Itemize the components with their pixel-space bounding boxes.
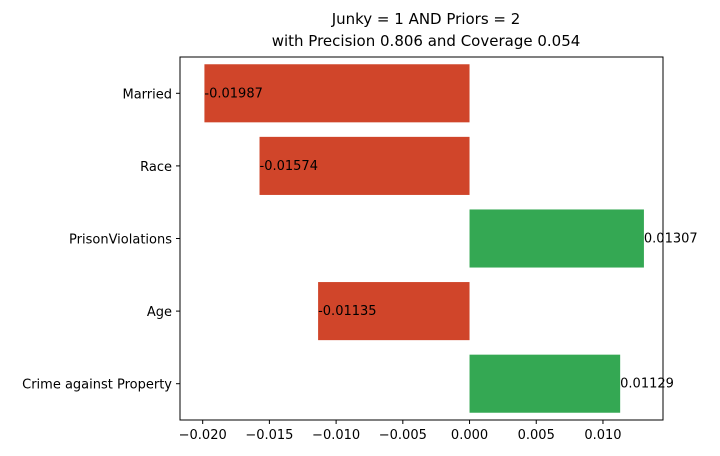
bar-value-label-0: -0.01987 [204, 86, 262, 101]
plot-frame [179, 56, 664, 421]
bar-4 [469, 354, 621, 413]
bar-1 [259, 136, 470, 195]
chart-title: Junky = 1 AND Priors = 2 with Precision … [272, 10, 581, 50]
x-tick-label-3: −0.005 [379, 428, 427, 443]
chart-title-line-2: with Precision 0.806 and Coverage 0.054 [272, 32, 581, 50]
x-tick-label-6: 0.010 [584, 428, 621, 443]
bar-value-label-1: -0.01574 [260, 159, 318, 174]
y-tick-label-3: Age [147, 305, 172, 320]
x-tick-label-1: −0.015 [245, 428, 293, 443]
y-axis: Married Race PrisonViolations Age Crime agai… [22, 87, 180, 393]
bar-value-label-3: -0.01135 [318, 304, 376, 319]
bar-value-label-4: 0.01129 [620, 377, 674, 392]
y-tick-label-0: Married [122, 87, 172, 102]
y-tick-label-1: Race [140, 160, 172, 175]
chart-title-line-1: Junky = 1 AND Priors = 2 [331, 10, 521, 28]
bar-value-label-2: 0.01307 [644, 232, 698, 247]
bars-group [204, 64, 644, 413]
x-tick-label-4: 0.000 [451, 428, 488, 443]
x-tick-label-5: 0.005 [518, 428, 555, 443]
bar-0 [204, 64, 470, 123]
bar-2 [469, 209, 644, 268]
x-tick-label-2: −0.010 [312, 428, 360, 443]
x-axis: −0.020 −0.015 −0.010 −0.005 0.000 0.005 0.010 [179, 420, 622, 443]
bar-labels-group: -0.01987 -0.01574 0.01307 -0.01135 0.01129 [204, 86, 697, 391]
y-tick-label-4: Crime against Property [22, 378, 172, 393]
y-tick-label-2: PrisonViolations [69, 233, 172, 248]
x-tick-label-0: −0.020 [179, 428, 227, 443]
bar-3 [318, 282, 470, 341]
